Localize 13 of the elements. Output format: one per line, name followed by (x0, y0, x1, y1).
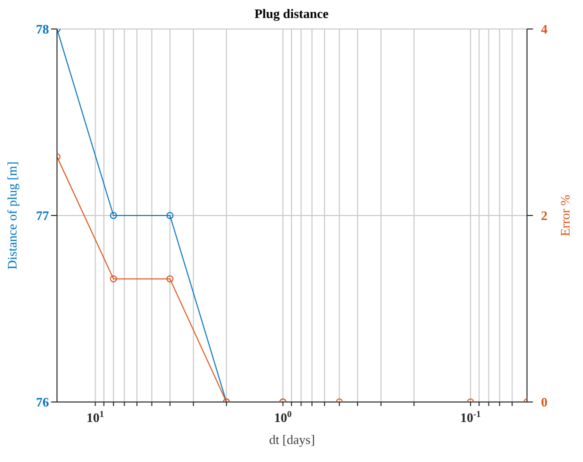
y2-axis-title: Error % (558, 194, 573, 236)
y2-tick-label: 4 (541, 22, 548, 37)
y-tick-label: 77 (36, 208, 50, 224)
x-axis-title: dt [days] (269, 432, 315, 447)
x-tick-label: 10$^{1}$ (86, 409, 105, 425)
y-axis-title: Distance of plug [m] (4, 162, 20, 270)
y-tick-label: 76 (36, 394, 50, 410)
chart-title: Plug distance (253, 6, 330, 22)
y2-tick-label: 0 (541, 394, 548, 410)
x-tick-label: 10$^{0}$ (274, 409, 292, 425)
y-tick-label: 78 (36, 22, 50, 37)
x-tick-label: 10$^{-1}$ (460, 409, 482, 425)
y2-tick-label: 2 (541, 208, 548, 224)
